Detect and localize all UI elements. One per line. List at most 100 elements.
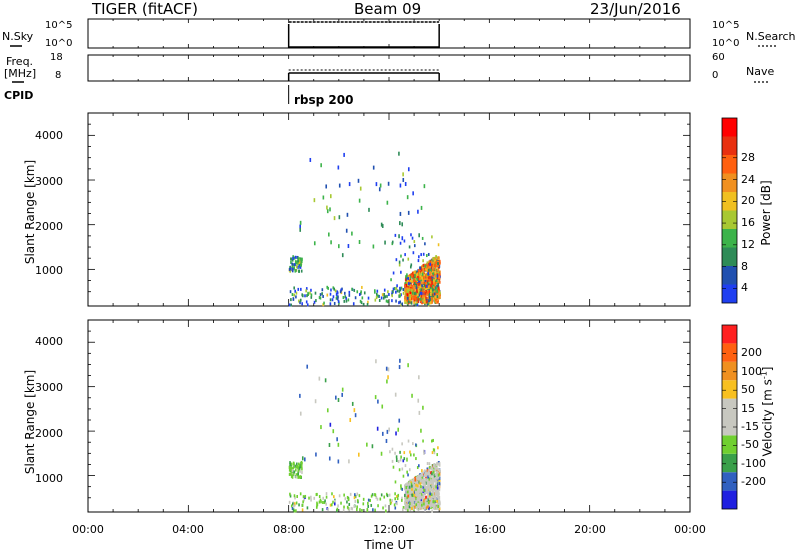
power-echo-cell [387, 181, 390, 186]
power-echo-cell [436, 297, 439, 301]
velocity-echo-cell [384, 504, 387, 508]
power-echo-cell [298, 260, 301, 264]
power-echo-cell [437, 270, 440, 274]
velocity-echo-cell [290, 474, 293, 478]
xtick-20: 20:00 [574, 523, 606, 536]
power-echo-cell [357, 178, 360, 183]
power-echo-cell [398, 301, 400, 305]
velocity-echo-cell [434, 502, 437, 506]
velocity-echo-cell [409, 498, 412, 502]
velocity-echo-cell [325, 502, 327, 506]
power-echo-cell [396, 289, 399, 293]
power-echo-cell [429, 265, 431, 269]
power-echo-cell [406, 279, 409, 283]
power-echo-cell [362, 302, 365, 306]
power-echo-cell [427, 295, 430, 299]
velocity-echo-cell [427, 488, 430, 492]
power-colorbar-tick-label: 20 [741, 194, 755, 208]
power-echo-cell [421, 290, 424, 294]
power-echo-cell [403, 239, 406, 243]
power-echo-cell [421, 276, 424, 280]
power-echo-cell [412, 274, 415, 278]
velocity-echo-cell [437, 492, 440, 496]
velocity-echo-cell [343, 493, 345, 497]
power-echo-cell [432, 264, 435, 268]
power-echo-cell [432, 292, 435, 296]
velocity-echo-cell [418, 375, 420, 380]
velocity-echo-cell [306, 506, 309, 510]
power-echo-cell [437, 282, 440, 286]
power-echo-cell [300, 269, 303, 273]
velocity-echo-cell [353, 496, 356, 500]
velocity-echo-cell [299, 393, 301, 398]
power-echo-cell [423, 283, 426, 287]
power-echo-cell [414, 292, 416, 296]
velocity-echo-cell [333, 499, 336, 503]
velocity-colorbar-segment [722, 361, 737, 381]
velocity-echo-cell [423, 451, 425, 455]
velocity-echo-cell [403, 451, 406, 455]
power-echo-cell [300, 257, 303, 261]
power-echo-cell [430, 262, 433, 266]
power-echo-cell [297, 287, 300, 291]
power-echo-cell [428, 278, 431, 282]
velocity-echo-cell [411, 487, 413, 491]
velocity-echo-cell [296, 473, 299, 477]
power-colorbar-tick-label: 4 [741, 281, 748, 295]
velocity-echo-cell [329, 422, 332, 427]
velocity-echo-cell [419, 487, 422, 491]
power-echo-cell [306, 294, 308, 298]
velocity-colorbar-segment [722, 472, 737, 491]
velocity-echo-cell [375, 495, 378, 499]
power-echo-cell [404, 300, 407, 304]
velocity-colorbar-tick-label: -50 [741, 438, 759, 452]
power-echo-cell [356, 290, 359, 294]
velocity-echo-cell [436, 471, 439, 475]
velocity-echo-cell [428, 471, 431, 475]
power-echo-cell [427, 274, 430, 278]
velocity-echo-cell [379, 497, 382, 501]
power-echo-cell [434, 277, 437, 281]
power-echo-cell [415, 300, 418, 304]
power-echo-cell [435, 286, 438, 290]
velocity-echo-cell [329, 503, 332, 507]
velocity-echo-cell [290, 504, 293, 508]
velocity-echo-cell [417, 508, 420, 512]
power-echo-cell [431, 235, 433, 239]
power-echo-cell [407, 167, 410, 172]
velocity-echo-cell [344, 497, 347, 501]
velocity-echo-cell [404, 493, 406, 497]
power-echo-cell [328, 232, 330, 237]
velocity-echo-cell [296, 464, 299, 468]
velocity-echo-cell [400, 484, 402, 488]
velocity-echo-cell [438, 486, 440, 490]
power-colorbar-tick-label: 28 [741, 150, 755, 164]
velocity-echo-cell [383, 495, 386, 499]
power-echo-cell [401, 222, 404, 227]
power-echo-cell [423, 290, 426, 294]
velocity-echo-cell [295, 509, 297, 513]
power-echo-cell [376, 292, 378, 296]
velocity-echo-cell [421, 506, 424, 510]
power-echo-cell [417, 294, 419, 298]
nave-tick-high: 60 [712, 52, 725, 63]
power-echo-cell [433, 286, 435, 290]
power-echo-cell [422, 278, 425, 282]
power-echo-cell [436, 290, 438, 294]
power-echo-cell [418, 255, 420, 259]
power-echo-cell [336, 295, 338, 299]
power-echo-cell [406, 277, 409, 281]
power-echo-cell [421, 287, 424, 291]
velocity-echo-cell [291, 469, 294, 473]
velocity-echo-cell [427, 490, 430, 494]
velocity-echo-cell [407, 494, 410, 498]
velocity-echo-cell [369, 498, 371, 502]
velocity-echo-cell [404, 464, 407, 468]
velocity-echo-cell [299, 492, 302, 496]
velocity-echo-cell [391, 447, 394, 451]
power-echo-cell [425, 300, 428, 304]
velocity-echo-cell [301, 456, 304, 461]
power-echo-cell [430, 299, 433, 303]
power-echo-cell [306, 303, 309, 307]
power-echo-cell [425, 278, 428, 282]
